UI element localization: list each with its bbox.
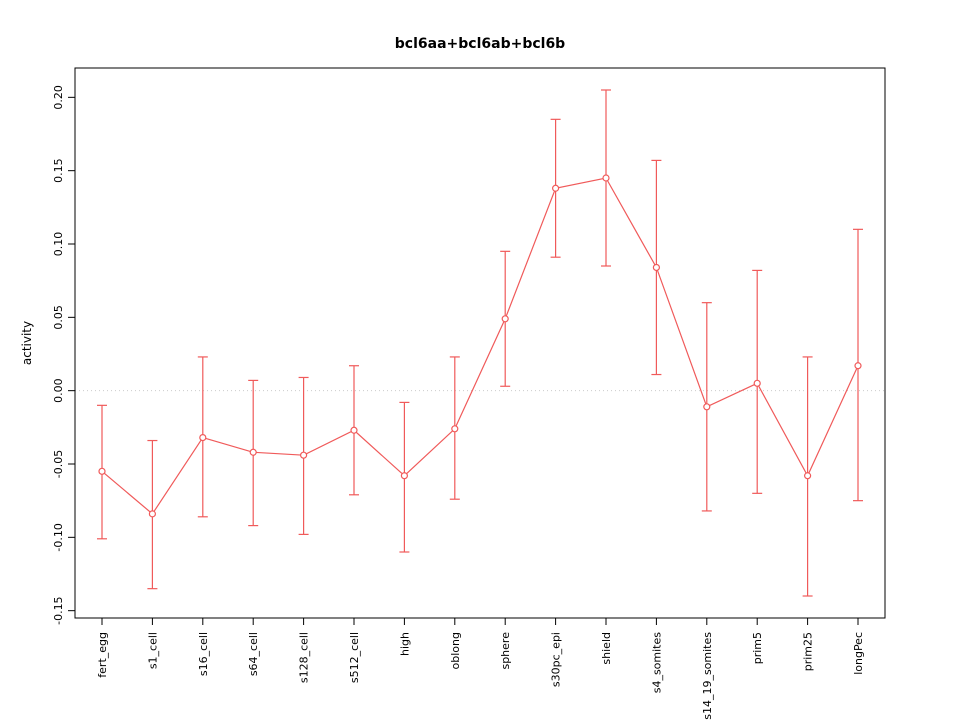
y-tick-label: 0.15	[52, 158, 65, 183]
x-tick-label: s64_cell	[247, 632, 260, 676]
x-tick-label: high	[398, 632, 411, 656]
y-tick-label: -0.10	[52, 523, 65, 551]
x-tick-label: prim5	[751, 632, 764, 664]
x-tick-label: s30pc_epi	[550, 632, 563, 687]
x-tick-label: s128_cell	[298, 632, 311, 683]
x-tick-label: fert_egg	[96, 632, 109, 678]
data-point	[98, 467, 106, 475]
x-tick-label: longPec	[852, 632, 865, 675]
x-tick-label: oblong	[449, 632, 462, 669]
x-tick-label: s4_somites	[650, 632, 663, 694]
data-point	[300, 451, 308, 459]
data-point	[501, 315, 509, 323]
x-tick-label: sphere	[499, 632, 512, 670]
y-tick-label: -0.05	[52, 450, 65, 478]
x-tick-label: shield	[600, 632, 613, 665]
data-point	[703, 403, 711, 411]
data-point	[148, 510, 156, 518]
data-point	[803, 472, 812, 480]
data-point	[602, 174, 610, 182]
x-tick-label: s1_cell	[146, 632, 159, 669]
y-tick-label: 0.05	[52, 305, 65, 330]
data-point	[753, 379, 761, 387]
y-tick-label: 0.00	[52, 378, 65, 403]
x-tick-label: prim25	[802, 632, 815, 671]
chart-title: bcl6aa+bcl6ab+bcl6b	[394, 36, 566, 52]
y-tick-label: 0.10	[52, 232, 65, 257]
x-tick-label: s16_cell	[197, 632, 210, 676]
series-line	[101, 177, 859, 515]
x-tick-label: s512_cell	[348, 632, 361, 683]
data-point	[451, 425, 459, 433]
x-tick-label: s14_19_somites	[701, 632, 714, 720]
y-tick-label: -0.15	[52, 596, 65, 624]
data-point	[199, 434, 207, 442]
data-point	[249, 448, 257, 456]
plot-border	[74, 67, 886, 619]
data-point	[551, 184, 560, 192]
data-point	[400, 472, 408, 480]
y-tick-label: 0.20	[52, 85, 65, 110]
data-point	[652, 263, 661, 272]
data-point	[854, 362, 862, 370]
data-point	[350, 426, 358, 434]
